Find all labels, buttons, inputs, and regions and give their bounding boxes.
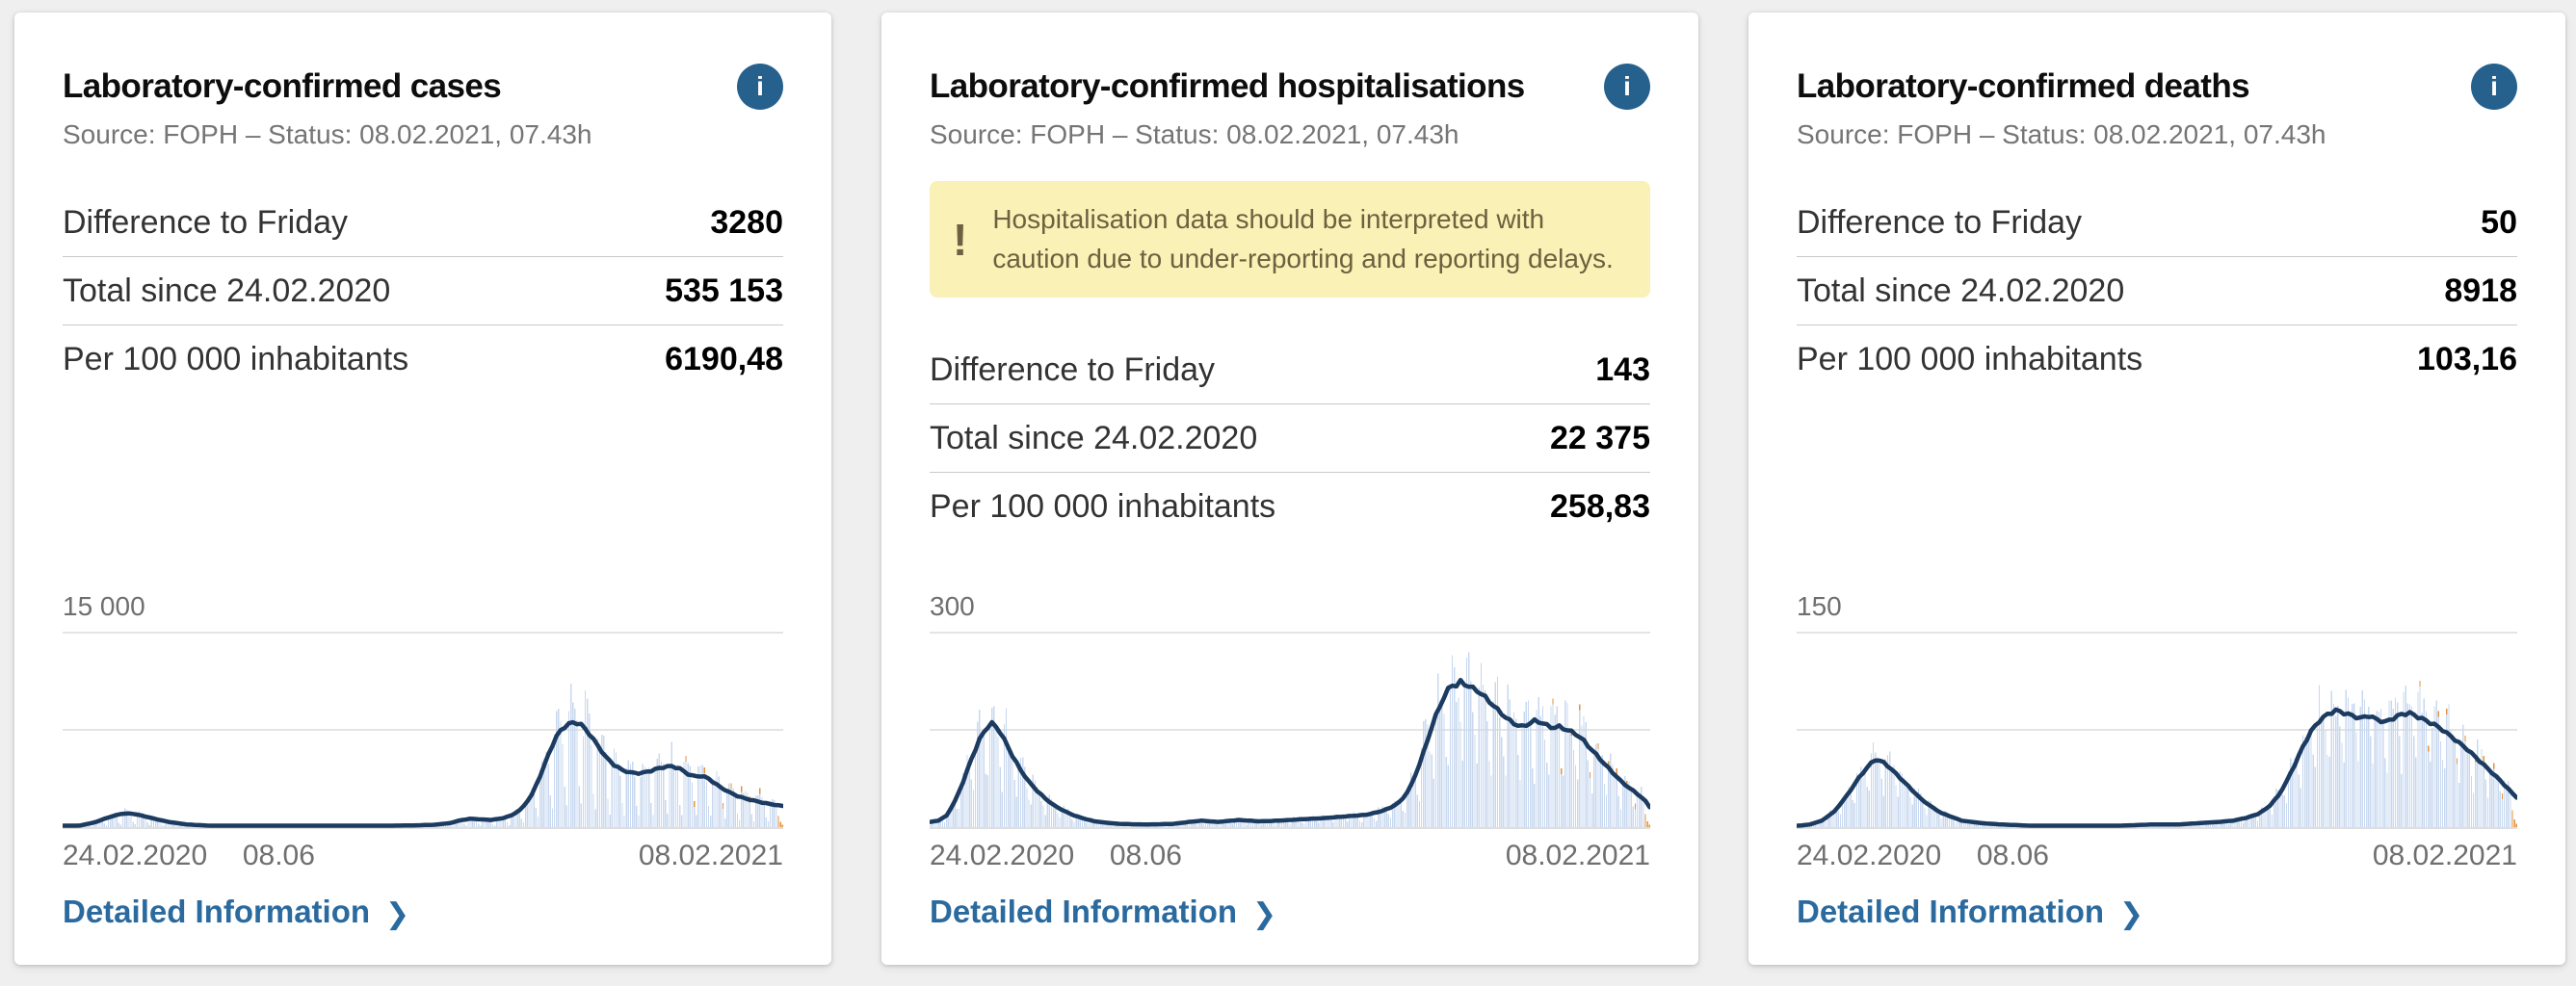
- chevron-right-icon: ❯: [385, 897, 410, 930]
- card-header: Laboratory-confirmed cases i: [63, 64, 783, 110]
- stat-value: 143: [1595, 351, 1650, 389]
- stat-value: 50: [2481, 204, 2517, 241]
- stat-value: 6190,48: [665, 341, 783, 377]
- x-tick-mid: 08.06: [242, 840, 315, 871]
- info-button[interactable]: i: [737, 64, 783, 110]
- stat-row-per-100k: Per 100 000 inhabitants 258,83: [930, 472, 1650, 540]
- chevron-right-icon: ❯: [1252, 897, 1277, 930]
- stat-value: 535 153: [665, 272, 783, 309]
- page-title-deaths: Laboratory-confirmed deaths: [1797, 67, 2250, 105]
- stat-label: Total since 24.02.2020: [63, 272, 391, 309]
- stat-label: Difference to Friday: [930, 351, 1216, 389]
- stat-row-total: Total since 24.02.2020 22 375: [930, 403, 1650, 472]
- stat-label: Difference to Friday: [63, 204, 349, 241]
- stat-label: Total since 24.02.2020: [930, 420, 1258, 457]
- stat-row-per-100k: Per 100 000 inhabitants 103,16: [1797, 324, 2517, 393]
- page-title-hospitalisations: Laboratory-confirmed hospitalisations: [930, 67, 1525, 105]
- x-tick-start: 24.02.2020: [930, 840, 1075, 871]
- stats-table: Difference to Friday 3280 Total since 24…: [63, 189, 783, 393]
- stat-value: 8918: [2444, 272, 2517, 309]
- deaths-chart: [1797, 632, 2517, 829]
- warning-icon: !: [953, 214, 968, 265]
- stats-table: Difference to Friday 143 Total since 24.…: [930, 336, 1650, 540]
- detailed-information-label: Detailed Information: [63, 894, 371, 929]
- x-tick-end: 08.02.2021: [2372, 840, 2517, 871]
- warning-text: Hospitalisation data should be interpret…: [992, 204, 1614, 273]
- card-hospitalisations: Laboratory-confirmed hospitalisations i …: [881, 13, 1698, 965]
- detailed-information-link[interactable]: Detailed Information ❯: [63, 894, 409, 930]
- stat-row-total: Total since 24.02.2020 535 153: [63, 256, 783, 324]
- card-deaths: Laboratory-confirmed deaths i Source: FO…: [1748, 13, 2565, 965]
- stat-label: Difference to Friday: [1797, 204, 2083, 241]
- y-axis-max-label: 15 000: [63, 591, 145, 621]
- info-icon: i: [1623, 71, 1631, 101]
- stat-label: Per 100 000 inhabitants: [930, 488, 1276, 526]
- source-status-line: Source: FOPH – Status: 08.02.2021, 07.43…: [930, 119, 1459, 149]
- x-tick-mid: 08.06: [1109, 840, 1182, 871]
- stat-value: 3280: [710, 204, 783, 241]
- source-status-line: Source: FOPH – Status: 08.02.2021, 07.43…: [63, 119, 592, 149]
- source-status-line: Source: FOPH – Status: 08.02.2021, 07.43…: [1797, 119, 2326, 149]
- card-cases: Laboratory-confirmed cases i Source: FOP…: [14, 13, 831, 965]
- x-axis-labels: 24.02.2020 08.06 08.02.2021: [930, 836, 1650, 872]
- chevron-right-icon: ❯: [2119, 897, 2144, 930]
- x-axis-labels: 24.02.2020 08.06 08.02.2021: [63, 836, 783, 872]
- stat-label: Per 100 000 inhabitants: [1797, 341, 2143, 377]
- stat-value: 22 375: [1550, 420, 1650, 457]
- x-axis-labels: 24.02.2020 08.06 08.02.2021: [1797, 836, 2517, 872]
- chart-block: 15 000 24.02.2020 08.06 08.02.2021: [63, 591, 783, 872]
- warning-banner: ! Hospitalisation data should be interpr…: [930, 181, 1650, 298]
- page-title-cases: Laboratory-confirmed cases: [63, 67, 502, 105]
- info-button[interactable]: i: [1604, 64, 1650, 110]
- stats-table: Difference to Friday 50 Total since 24.0…: [1797, 189, 2517, 393]
- chart-block: 150 24.02.2020 08.06 08.02.2021: [1797, 591, 2517, 872]
- detailed-information-label: Detailed Information: [930, 894, 1238, 929]
- stat-row-difference: Difference to Friday 143: [930, 336, 1650, 403]
- x-tick-mid: 08.06: [1976, 840, 2049, 871]
- hospitalisations-chart: [930, 632, 1650, 829]
- x-tick-end: 08.02.2021: [1505, 840, 1650, 871]
- detailed-information-link[interactable]: Detailed Information ❯: [930, 894, 1276, 930]
- stat-row-total: Total since 24.02.2020 8918: [1797, 256, 2517, 324]
- card-header: Laboratory-confirmed deaths i: [1797, 64, 2517, 110]
- chart-block: 300 24.02.2020 08.06 08.02.2021: [930, 591, 1650, 872]
- card-header: Laboratory-confirmed hospitalisations i: [930, 64, 1650, 110]
- stat-label: Total since 24.02.2020: [1797, 272, 2125, 309]
- info-icon: i: [756, 71, 764, 101]
- info-icon: i: [2490, 71, 2498, 101]
- x-tick-start: 24.02.2020: [1797, 840, 1942, 871]
- y-axis-max-label: 150: [1797, 591, 1842, 621]
- info-button[interactable]: i: [2471, 64, 2517, 110]
- stat-value: 103,16: [2417, 341, 2517, 377]
- cases-chart: [63, 632, 783, 829]
- y-axis-max-label: 300: [930, 591, 975, 621]
- stat-label: Per 100 000 inhabitants: [63, 341, 409, 377]
- stat-row-difference: Difference to Friday 50: [1797, 189, 2517, 256]
- x-tick-end: 08.02.2021: [638, 840, 783, 871]
- stat-value: 258,83: [1550, 488, 1650, 526]
- stat-row-per-100k: Per 100 000 inhabitants 6190,48: [63, 324, 783, 393]
- x-tick-start: 24.02.2020: [63, 840, 208, 871]
- detailed-information-link[interactable]: Detailed Information ❯: [1797, 894, 2143, 930]
- detailed-information-label: Detailed Information: [1797, 894, 2105, 929]
- stat-row-difference: Difference to Friday 3280: [63, 189, 783, 256]
